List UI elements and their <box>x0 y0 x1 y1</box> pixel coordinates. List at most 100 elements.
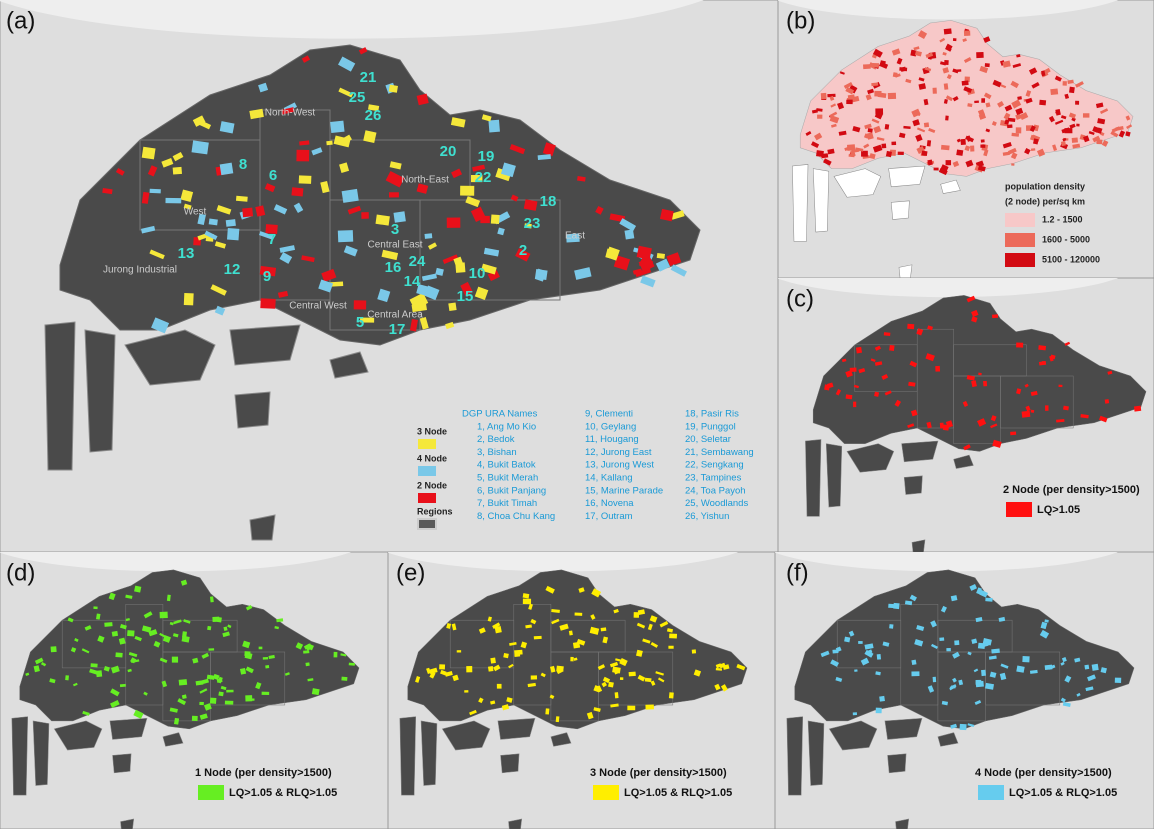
islet <box>813 169 829 232</box>
area-patch <box>863 64 871 69</box>
district-name: 18, Pasir Ris <box>685 409 739 420</box>
area-patch <box>861 151 868 157</box>
area-patch <box>342 189 359 203</box>
district-name: 14, Kallang <box>585 473 633 484</box>
map-label: 16 <box>385 259 402 276</box>
area-patch <box>657 253 665 259</box>
area-patch <box>192 716 198 721</box>
area-patch <box>844 637 850 643</box>
area-patch <box>439 664 445 669</box>
islet <box>826 444 842 507</box>
map-label: 3 <box>391 221 399 238</box>
region-label: North-West <box>265 108 316 119</box>
district-name: 24, Toa Payoh <box>685 485 746 496</box>
area-patch <box>945 116 949 121</box>
area-patch <box>245 695 252 701</box>
area-patch <box>951 685 955 688</box>
islet <box>113 754 132 773</box>
islet <box>891 201 909 220</box>
legend-title: population density <box>1005 181 1085 191</box>
area-patch <box>326 141 332 146</box>
area-patch <box>488 666 494 672</box>
legend-swatch <box>978 785 1004 800</box>
legend-label: 4 Node <box>417 453 447 463</box>
area-patch <box>893 72 898 77</box>
area-patch <box>976 52 984 58</box>
panel-label: (d) <box>6 559 35 586</box>
map-label: 13 <box>178 245 195 262</box>
area-patch <box>816 150 824 157</box>
islet <box>110 718 147 739</box>
area-patch <box>956 149 963 155</box>
area-patch <box>1038 345 1046 350</box>
area-patch <box>259 647 263 650</box>
district-name: 8, Choa Chu Kang <box>477 511 555 522</box>
area-patch <box>970 146 974 152</box>
area-patch <box>645 705 654 710</box>
area-patch <box>881 144 886 149</box>
area-patch <box>941 145 950 150</box>
area-patch <box>927 140 931 146</box>
map-label: 25 <box>349 89 366 106</box>
map-label: 7 <box>268 231 276 248</box>
area-patch <box>964 30 970 35</box>
region-label: North-East <box>401 175 449 186</box>
islet <box>912 540 925 553</box>
map-panel <box>0 505 388 829</box>
area-patch <box>134 586 141 593</box>
area-patch <box>817 115 822 119</box>
map-label: 18 <box>540 193 557 210</box>
region-label: East <box>565 231 585 242</box>
area-patch <box>921 151 927 156</box>
panel-label: (a) <box>6 7 35 34</box>
area-patch <box>457 650 461 652</box>
area-patch <box>944 28 952 34</box>
legend-swatch <box>418 519 436 529</box>
area-patch <box>299 175 312 184</box>
area-patch <box>199 702 204 705</box>
area-patch <box>242 208 253 218</box>
area-patch <box>115 652 122 657</box>
islet <box>899 265 912 278</box>
area-patch <box>939 637 944 641</box>
area-patch <box>853 712 857 715</box>
area-patch <box>1072 138 1078 143</box>
area-patch <box>1115 678 1121 683</box>
legend-label: LQ>1.05 & RLQ>1.05 <box>624 787 732 799</box>
area-patch <box>51 646 57 652</box>
legend-label: 2 Node <box>417 480 447 490</box>
map-label: 21 <box>360 69 377 86</box>
area-patch <box>615 692 619 698</box>
area-patch <box>943 424 949 430</box>
district-name: 15, Marine Parade <box>585 485 663 496</box>
map-panel <box>756 505 1154 829</box>
area-patch <box>946 648 950 651</box>
area-patch <box>208 648 214 650</box>
area-patch <box>1010 431 1016 435</box>
area-patch <box>1022 656 1029 662</box>
panel-label: (b) <box>786 7 815 34</box>
area-patch <box>934 168 939 171</box>
area-patch <box>448 302 456 311</box>
area-patch <box>1083 113 1089 117</box>
area-patch <box>207 626 211 630</box>
legend-label: 5100 - 120000 <box>1042 254 1100 264</box>
area-patch <box>338 230 353 242</box>
area-patch <box>668 646 673 649</box>
area-patch <box>112 631 118 637</box>
area-patch <box>104 622 112 627</box>
area-patch <box>1063 81 1067 86</box>
area-patch <box>184 293 194 305</box>
area-patch <box>330 121 344 133</box>
area-patch <box>1050 88 1058 95</box>
area-patch <box>1007 124 1013 128</box>
map-label: 19 <box>478 148 495 165</box>
area-patch <box>523 599 531 605</box>
islet <box>250 515 275 540</box>
area-patch <box>424 233 432 239</box>
area-patch <box>354 300 367 309</box>
area-patch <box>1134 406 1141 412</box>
area-patch <box>389 192 399 197</box>
map-label: 17 <box>389 321 406 338</box>
islet <box>45 322 75 470</box>
